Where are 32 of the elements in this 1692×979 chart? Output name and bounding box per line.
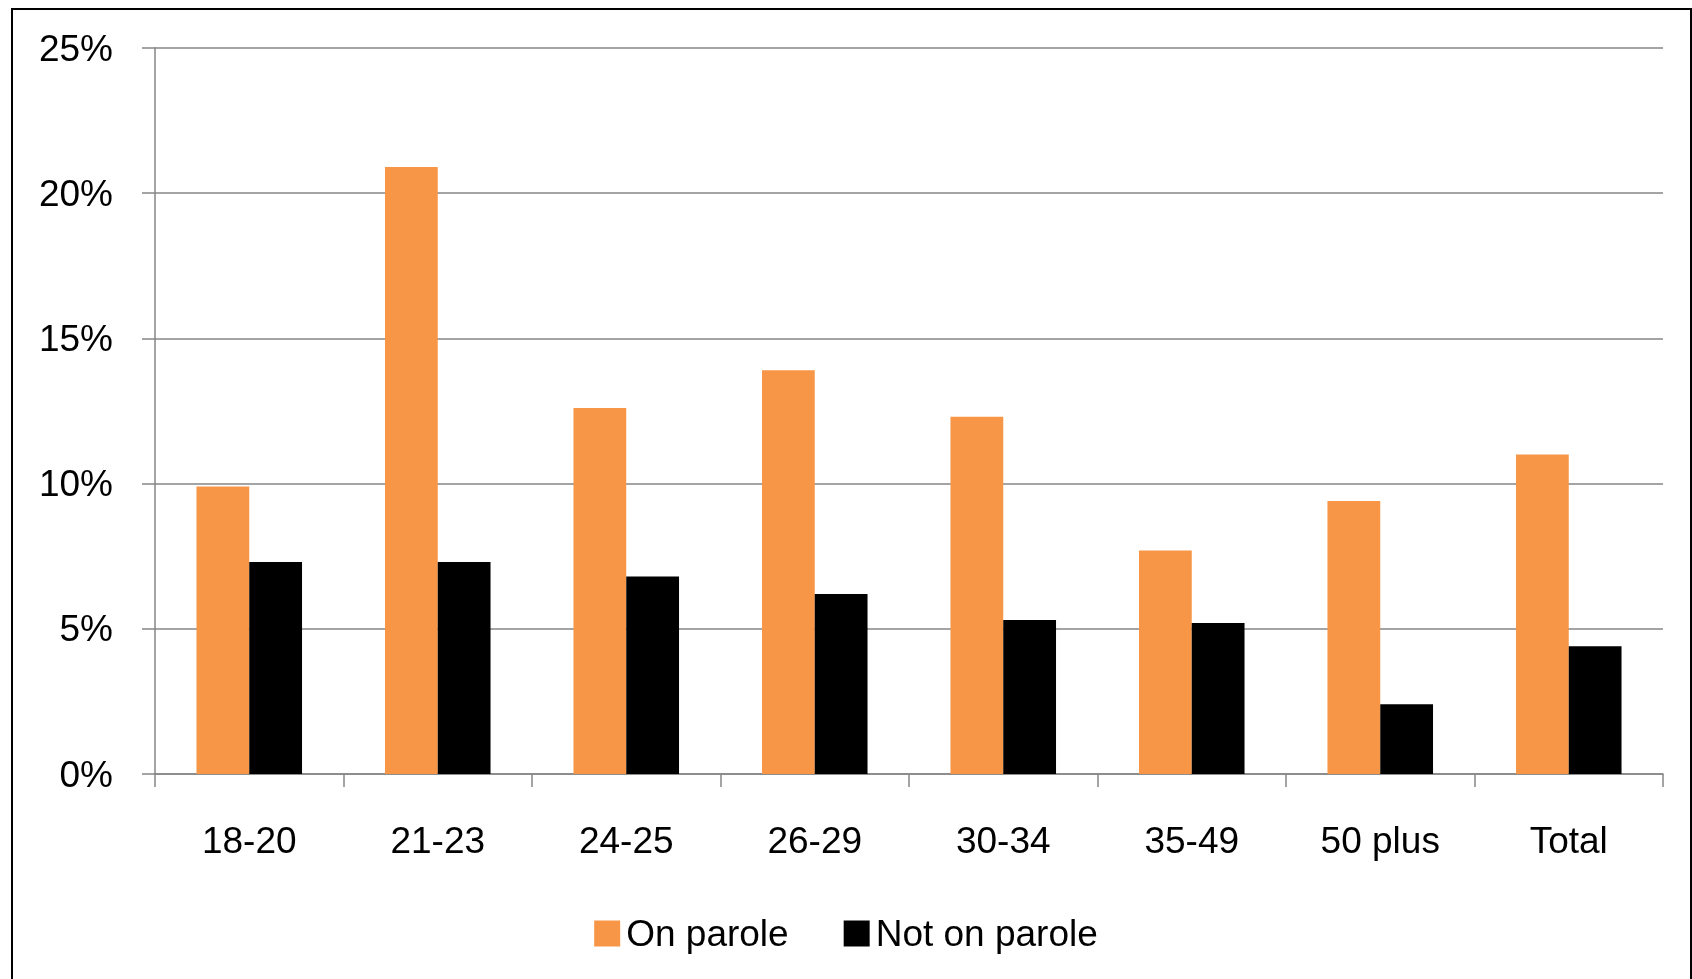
bar bbox=[573, 408, 627, 774]
y-tick-label: 20% bbox=[38, 172, 113, 214]
x-tick-label: Total bbox=[1529, 820, 1608, 861]
x-tick-label: 21-23 bbox=[390, 820, 486, 861]
bar bbox=[761, 370, 815, 774]
legend-label: On parole bbox=[626, 913, 789, 954]
x-tick-label: 18-20 bbox=[201, 820, 297, 861]
x-tick-label: 26-29 bbox=[767, 820, 863, 861]
bar bbox=[249, 562, 303, 774]
bar bbox=[437, 562, 491, 774]
y-tick-label: 10% bbox=[38, 463, 113, 505]
bar bbox=[384, 167, 438, 774]
bar bbox=[1515, 454, 1569, 774]
bar bbox=[1380, 704, 1434, 774]
bar bbox=[1003, 620, 1057, 774]
bar bbox=[814, 593, 868, 774]
x-tick-label: 50 plus bbox=[1320, 820, 1440, 861]
y-tick-label: 25% bbox=[38, 27, 113, 69]
bar bbox=[1138, 550, 1192, 774]
bar bbox=[1191, 622, 1245, 774]
y-tick-label: 5% bbox=[59, 608, 113, 650]
bar bbox=[950, 416, 1004, 774]
x-tick-label: 24-25 bbox=[578, 820, 674, 861]
bar bbox=[626, 576, 680, 774]
y-tick-label: 0% bbox=[59, 753, 113, 795]
legend-label: Not on parole bbox=[875, 913, 1098, 954]
bar bbox=[196, 486, 250, 774]
x-tick-label: 30-34 bbox=[955, 820, 1051, 861]
bar bbox=[1327, 501, 1381, 774]
bar bbox=[1568, 646, 1622, 774]
x-tick-label: 35-49 bbox=[1144, 820, 1240, 861]
y-tick-label: 15% bbox=[38, 317, 113, 359]
